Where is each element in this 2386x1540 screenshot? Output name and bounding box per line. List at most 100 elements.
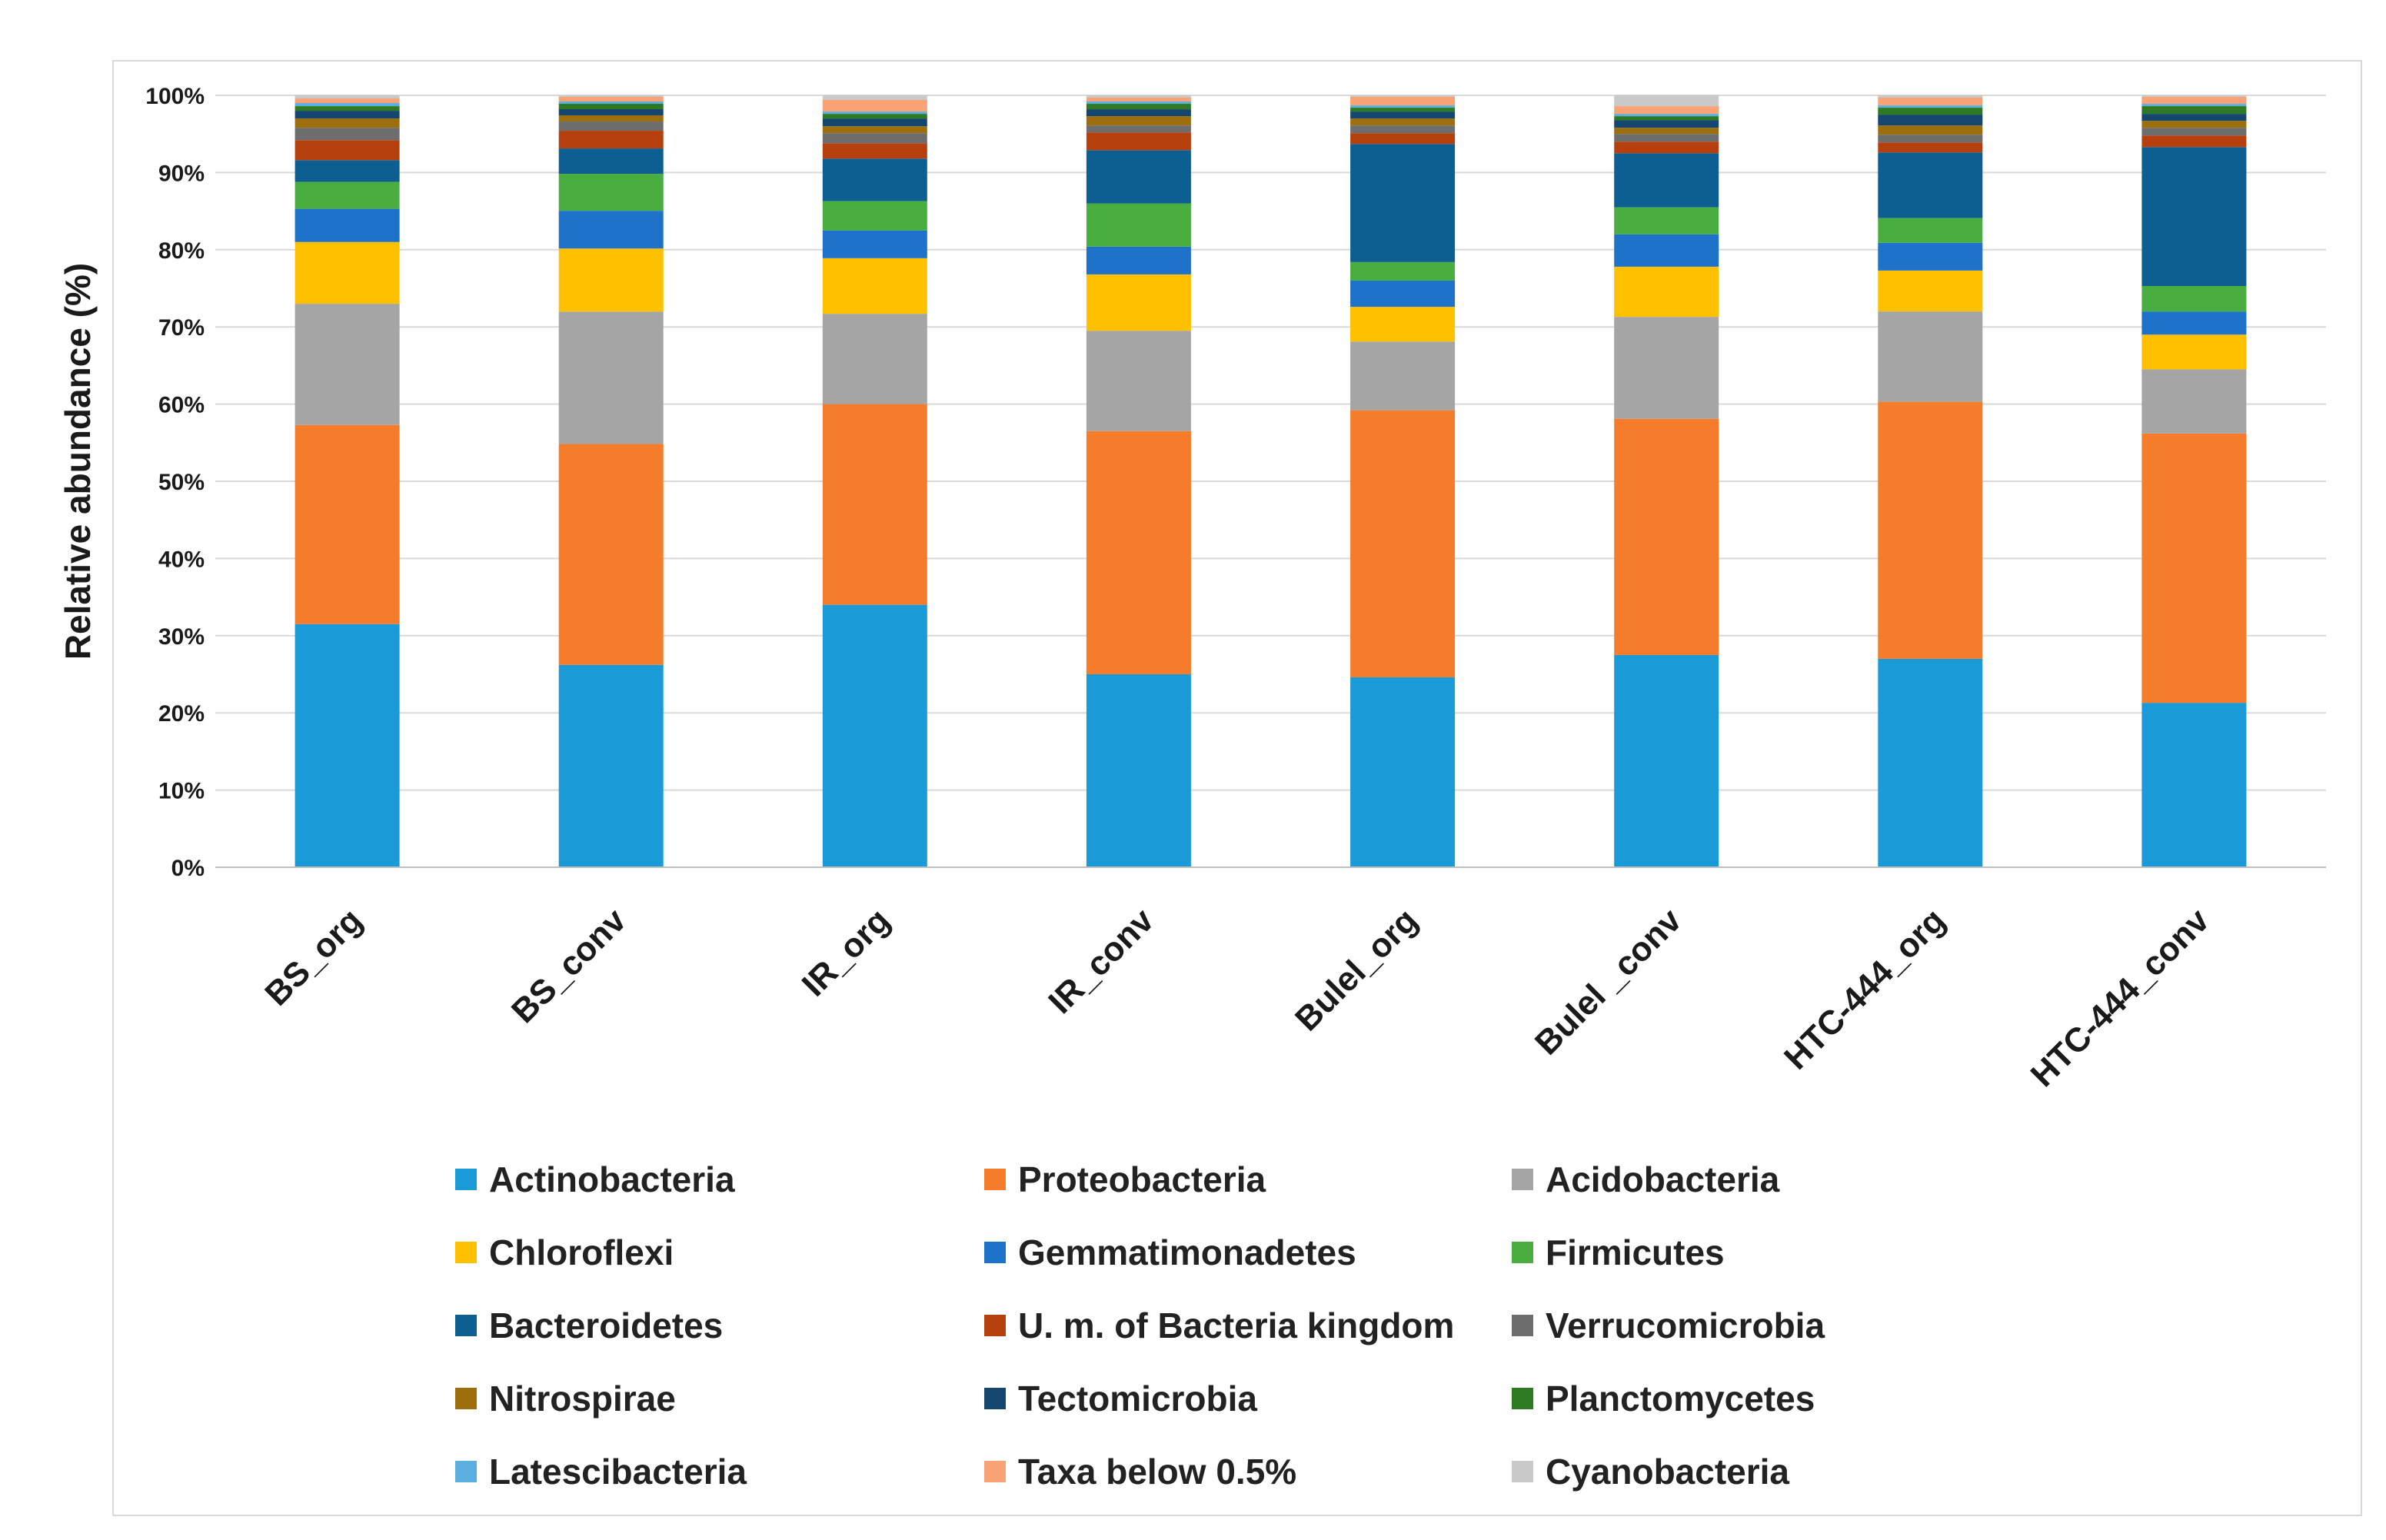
legend-swatch [455,1315,477,1336]
bar-segment [1350,111,1456,119]
bar-segment [2141,311,2247,335]
bar-segment [1350,108,1456,112]
bar-segment [558,95,664,97]
y-axis-label: Relative abundance (%) [58,263,98,660]
bar-segment [295,160,400,182]
legend-swatch [1512,1315,1533,1336]
bar-segment [1614,134,1719,142]
bar-segment [1350,341,1456,411]
legend-label: U. m. of Bacteria kingdom [1018,1306,1455,1345]
bar-segment [2141,147,2247,286]
bar-segment [1614,654,1719,867]
bar-segment [558,248,664,312]
bar-segment [295,103,400,107]
bar-segment [2141,128,2247,136]
legend-item: Cyanobacteria [1512,1449,1789,1495]
bar-segment [295,95,400,99]
bar-segment [295,111,400,119]
bar-segment [1086,331,1191,431]
bar-segment [1086,132,1191,151]
bar-segment [1614,234,1719,267]
bar-segment [1878,152,1983,218]
legend-swatch [455,1388,477,1409]
bar-segment [558,109,664,116]
x-tick-label: IR_org [795,901,897,1003]
legend-item: Actinobacteria [455,1156,735,1202]
bar-segment [1614,418,1719,655]
bar-segment [295,624,400,867]
bars [295,95,2247,867]
legend-label: Taxa below 0.5% [1018,1452,1297,1492]
legend-item: Chloroflexi [455,1229,674,1276]
bar-segment [558,104,664,110]
bar-segment [2141,369,2247,434]
legend-item: Verrucomicrobia [1512,1302,1825,1349]
bar-segment [822,404,927,605]
bar-segment [295,304,400,425]
x-tick-label: BS_org [258,901,369,1013]
bar-segment [295,128,400,141]
bar-segment [1614,120,1719,128]
bar-segment [1350,125,1456,134]
bar-segment [1086,101,1191,105]
bar-segment [1086,150,1191,204]
legend-label: Planctomycetes [1546,1379,1815,1419]
bar-segment [1614,116,1719,121]
legend-item: Taxa below 0.5% [984,1449,1296,1495]
bar-segment [1086,431,1191,674]
legend-label: Latescibacteria [489,1452,747,1492]
legend-swatch [455,1242,477,1263]
legend-swatch [984,1388,1006,1409]
y-tick-label: 0% [171,856,205,881]
bar-segment [1614,128,1719,135]
bar-segment [822,133,927,144]
bar-segment [1614,141,1719,154]
bar-segment [2141,97,2247,105]
bar-segment [295,208,400,242]
bar-segment [295,181,400,209]
x-tick-label: Bulel _conv [1528,901,1689,1063]
y-tick-label: 100% [145,84,205,109]
legend-label: Actinobacteria [489,1159,735,1199]
bar-segment [295,118,400,128]
bar-segment [558,121,664,131]
legend-item: Planctomycetes [1512,1375,1815,1422]
x-tick-label: HTC-444_org [1777,901,1952,1076]
bar-segment [1878,108,1983,115]
bar-segment [295,98,400,104]
legend-swatch [984,1461,1006,1482]
bar-segment [1350,307,1456,342]
bar-segment [1878,98,1983,106]
legend-label: Proteobacteria [1018,1159,1266,1199]
bar-segment [1878,115,1983,126]
legend-swatch [1512,1169,1533,1190]
y-tick-label: 60% [158,393,205,418]
bar-segment [1614,153,1719,208]
bar-segment [822,604,927,867]
y-tick-label: 20% [158,701,205,727]
bar-segment [1350,144,1456,262]
bar-segment [1878,270,1983,312]
bar-segment [1878,105,1983,108]
y-tick-label: 50% [158,470,205,495]
bar-segment [822,314,927,404]
legend-item: Proteobacteria [984,1156,1266,1202]
bar-segment [1350,97,1456,106]
legend-item: U. m. of Bacteria kingdom [984,1302,1454,1349]
bar-segment [558,174,664,211]
bar-segment [1878,95,1983,98]
bar-segment [1086,674,1191,867]
bar-segment [1086,95,1191,98]
bar-segment [1878,242,1983,271]
legend-label: Cyanobacteria [1546,1452,1790,1492]
legend-swatch [984,1169,1006,1190]
bar-segment [558,311,664,444]
bar-segment [1350,105,1456,108]
y-tick-label: 40% [158,547,205,572]
legend-item: Tectomicrobia [984,1375,1257,1422]
bar-segment [1350,133,1456,145]
bar-segment [1878,135,1983,143]
bar-segment [295,140,400,161]
bar-segment [295,106,400,111]
